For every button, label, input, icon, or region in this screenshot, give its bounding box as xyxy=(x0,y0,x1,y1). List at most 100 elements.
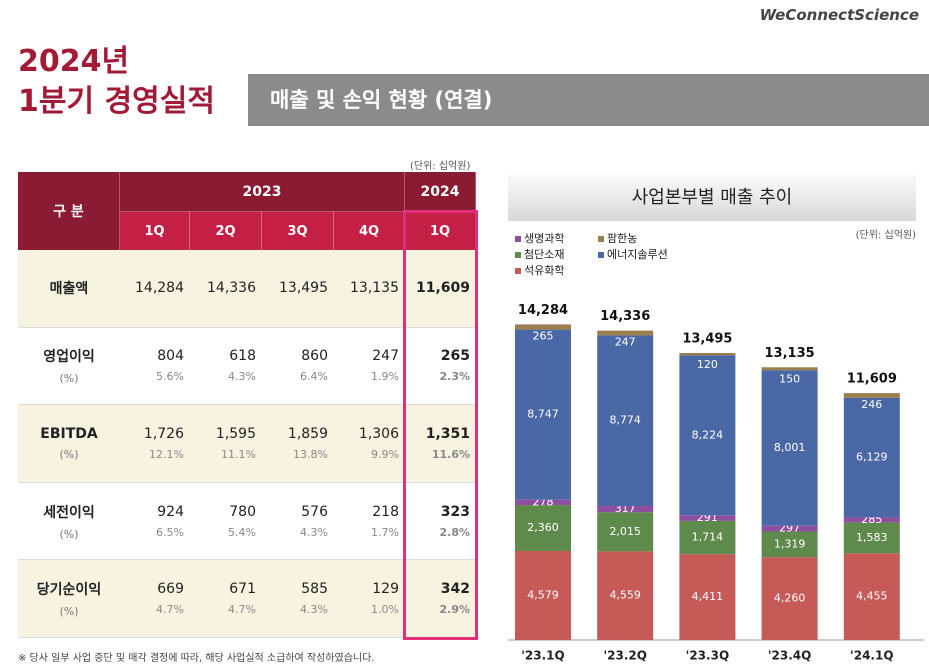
cell-value: 1,595 xyxy=(215,425,256,442)
cell-percent: 2.3% xyxy=(439,370,470,384)
cell-value: 1,306 xyxy=(358,425,399,442)
row-name: 세전이익 xyxy=(43,504,95,521)
bar-segment xyxy=(515,324,571,330)
legend-swatch xyxy=(515,236,521,242)
row-label: 매출액 xyxy=(18,250,120,328)
title: 2024년 1분기 경영실적 xyxy=(18,42,215,122)
cell-value: 1,859 xyxy=(287,425,328,442)
bar-segment xyxy=(679,520,736,555)
segment-label: 8,001 xyxy=(774,441,806,454)
unit: (단위: 십억원) xyxy=(856,228,916,241)
bar-segment xyxy=(761,557,818,640)
footnote: ※ 당사 일부 사업 중단 및 매각 결정에 따라, 해당 사업실적 소급하여 … xyxy=(18,653,375,664)
cell-percent: 4.7% xyxy=(228,603,256,617)
row-label: 세전이익 (%) xyxy=(18,482,120,561)
legend-label: 첨단소재 xyxy=(524,248,564,261)
bar-segment xyxy=(761,370,818,526)
segment-label: 8,774 xyxy=(609,414,641,427)
cell-percent: 2.9% xyxy=(439,603,470,617)
unit: (단위: 십억원) xyxy=(410,161,471,172)
row-name: 당기순이익 xyxy=(36,582,102,599)
cell-percent: 4.3% xyxy=(300,525,328,539)
cell-percent: 4.3% xyxy=(300,603,328,617)
quarter-cell: 2Q xyxy=(190,212,262,250)
row-sublabel: (%) xyxy=(59,447,79,461)
row-label: 영업이익 (%) xyxy=(18,327,120,406)
bar-segment xyxy=(843,397,900,518)
total-label: 13,135 xyxy=(765,346,815,361)
cell-value: 218 xyxy=(372,503,399,520)
x-tick-label: '23.3Q xyxy=(686,649,729,663)
segment-label: 8,224 xyxy=(692,428,724,441)
bar-segment xyxy=(761,525,818,532)
segment-label: 2,360 xyxy=(527,521,559,534)
segment-label: 4,411 xyxy=(692,590,724,603)
cell-percent: 12.1% xyxy=(149,447,184,461)
cell-value: 14,284 xyxy=(135,280,184,297)
bar-segment xyxy=(515,550,571,640)
cell-value: 323 xyxy=(440,503,470,520)
title-line: 2024년 xyxy=(18,44,130,79)
bar-segment xyxy=(515,329,571,500)
cell: 1,859 13.8% xyxy=(262,405,334,483)
x-tick-label: '23.2Q xyxy=(603,649,646,663)
legend-swatch xyxy=(515,268,521,274)
row-name: EBITDA xyxy=(40,425,98,442)
segment-label: 150 xyxy=(779,372,800,385)
cell: 576 4.3% xyxy=(262,482,334,561)
bar-segment xyxy=(597,512,654,552)
row-sublabel: (%) xyxy=(59,527,79,541)
cell: 669 4.7% xyxy=(120,560,190,638)
cell: 1,351 11.6% xyxy=(405,405,476,483)
cell-value: 618 xyxy=(229,348,256,365)
cell-percent: 1.9% xyxy=(371,370,399,384)
bar-segment xyxy=(597,551,654,640)
bar-segment xyxy=(679,355,736,516)
total-label: 14,336 xyxy=(600,309,650,324)
year-cell: 2023 xyxy=(120,172,405,212)
segment-label: 1,583 xyxy=(856,531,888,544)
cell-value: 11,609 xyxy=(415,280,470,297)
segment-label: 4,455 xyxy=(856,590,888,603)
cell: 618 4.3% xyxy=(190,327,262,406)
logo: WeConnectScience xyxy=(759,6,919,24)
quarter-cell: 4Q xyxy=(334,212,405,250)
cell-percent: 5.6% xyxy=(156,370,184,384)
cell-value: 924 xyxy=(157,503,184,520)
segment-label: 4,260 xyxy=(774,592,806,605)
cell: 265 2.3% xyxy=(405,327,476,406)
legend-label: 팜한농 xyxy=(607,232,637,245)
cell-value: 780 xyxy=(229,503,256,520)
cell: 14,284 xyxy=(120,250,190,328)
segment-label: 4,559 xyxy=(609,589,641,602)
bar-segment xyxy=(515,505,571,551)
legend-label: 에너지솔루션 xyxy=(607,248,668,261)
cell-value: 342 xyxy=(440,581,470,598)
cell-value: 129 xyxy=(372,581,399,598)
cell: 860 6.4% xyxy=(262,327,334,406)
cell-value: 585 xyxy=(301,581,328,598)
cell-value: 804 xyxy=(157,348,184,365)
segment-label: 265 xyxy=(533,329,554,342)
legend-swatch xyxy=(598,236,604,242)
cell: 780 5.4% xyxy=(190,482,262,561)
banner: 매출 및 손익 현황 (연결) xyxy=(248,74,929,126)
bar-segment xyxy=(597,330,654,336)
x-tick-label: '24.1Q xyxy=(850,649,893,663)
corner-cell: 구 분 xyxy=(18,172,120,250)
cell: 1,306 9.9% xyxy=(334,405,405,483)
bar-segment xyxy=(843,517,900,523)
cell: 804 5.6% xyxy=(120,327,190,406)
cell-value: 669 xyxy=(157,581,184,598)
cell-value: 576 xyxy=(301,503,328,520)
bar-segment xyxy=(679,353,736,356)
cell: 13,495 xyxy=(262,250,334,328)
row-name: 매출액 xyxy=(49,281,89,298)
cell-value: 1,726 xyxy=(143,425,184,442)
x-tick-label: '23.4Q xyxy=(768,649,811,663)
total-label: 14,284 xyxy=(518,303,568,318)
row-label: EBITDA (%) xyxy=(18,405,120,483)
bar-segment xyxy=(843,393,900,398)
bar-segment xyxy=(597,506,654,513)
cell-percent: 9.9% xyxy=(371,447,399,461)
